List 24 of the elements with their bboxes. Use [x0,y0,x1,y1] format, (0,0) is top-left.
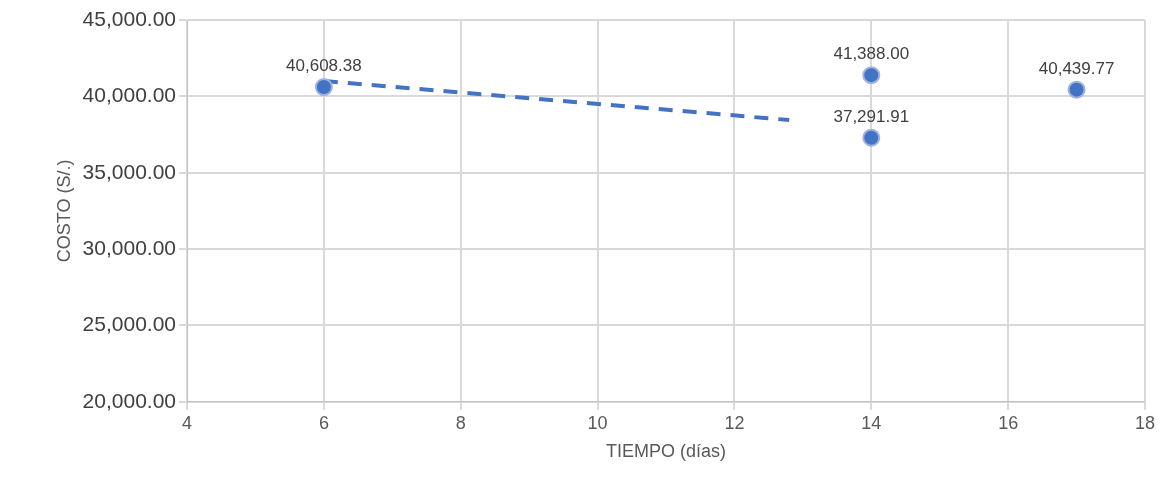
point [862,128,881,147]
x-tick-label: 4 [182,412,193,433]
y-axis-title: COSTO (S/.) [53,159,74,263]
y-tick-label: 25,000.00 [82,312,177,336]
x-tick-label: 12 [724,412,745,433]
y-tick-label: 35,000.00 [82,159,177,183]
x-tick-label: 18 [1134,412,1156,433]
point [314,78,333,97]
y-tick-label: 40,000.00 [82,83,177,107]
data-label: 41,388.00 [833,44,910,64]
x-axis-title: TIEMPO (días) [606,441,727,462]
x-tick-label: 6 [318,412,329,433]
y-tick-label: 45,000.00 [82,6,177,30]
x-tick-label: 10 [587,412,608,433]
point [862,66,881,85]
data-label: 40,608.38 [286,56,362,76]
x-tick-label: 8 [455,412,466,433]
x-tick-label: 14 [861,412,882,433]
data-label: 37,291.91 [833,106,910,126]
x-tick-label: 16 [998,412,1019,433]
y-tick-label: 30,000.00 [82,235,177,259]
point [1067,80,1086,99]
y-tick-label: 20,000.00 [82,388,177,412]
data-label: 40,439.77 [1038,58,1115,78]
